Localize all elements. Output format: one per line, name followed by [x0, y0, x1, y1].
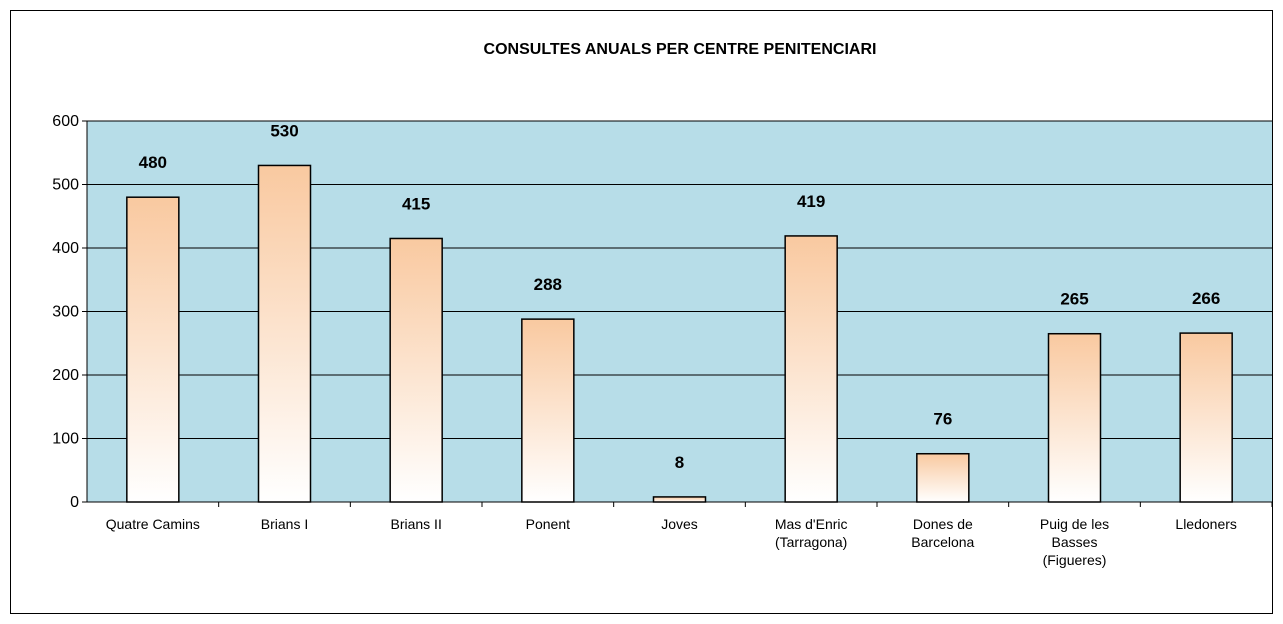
x-tick-label: Mas d'Enric (Tarragona): [775, 516, 848, 550]
data-label: 266: [1192, 289, 1220, 308]
bar: [257, 164, 312, 503]
bar: [652, 496, 707, 503]
x-tick-label: Puig de les Basses (Figueres): [1040, 516, 1109, 568]
y-tick-label: 0: [70, 494, 79, 511]
x-tick-label: Brians I: [261, 516, 308, 532]
bar: [521, 318, 575, 503]
x-tick-label: Joves: [661, 516, 698, 532]
x-tick-label: Quatre Camins: [106, 516, 200, 532]
x-tick-label: Dones de Barcelona: [911, 516, 974, 550]
data-label: 8: [675, 453, 684, 472]
data-label: 76: [933, 410, 952, 429]
data-label: 480: [139, 153, 167, 172]
y-tick-label: 100: [52, 431, 79, 448]
bar: [1179, 332, 1233, 503]
bar: [784, 235, 838, 503]
data-label: 530: [270, 121, 298, 140]
bar: [126, 196, 180, 503]
x-tick-label: Lledoners: [1175, 516, 1237, 532]
y-tick-label: 300: [52, 304, 79, 321]
x-tick-label: Ponent: [526, 516, 570, 532]
data-label: 415: [402, 194, 430, 213]
x-tick-label: Brians II: [390, 516, 441, 532]
y-tick-label: 500: [52, 177, 79, 194]
y-tick-label: 400: [52, 240, 79, 257]
data-label: 288: [534, 275, 562, 294]
bar: [389, 237, 443, 503]
chart-title: CONSULTES ANUALS PER CENTRE PENITENCIARI: [484, 41, 877, 58]
bar: [916, 452, 970, 503]
y-tick-label: 200: [52, 367, 79, 384]
bar: [1047, 332, 1102, 503]
y-tick-label: 600: [52, 113, 79, 130]
data-label: 265: [1060, 290, 1088, 309]
data-label: 419: [797, 192, 825, 211]
